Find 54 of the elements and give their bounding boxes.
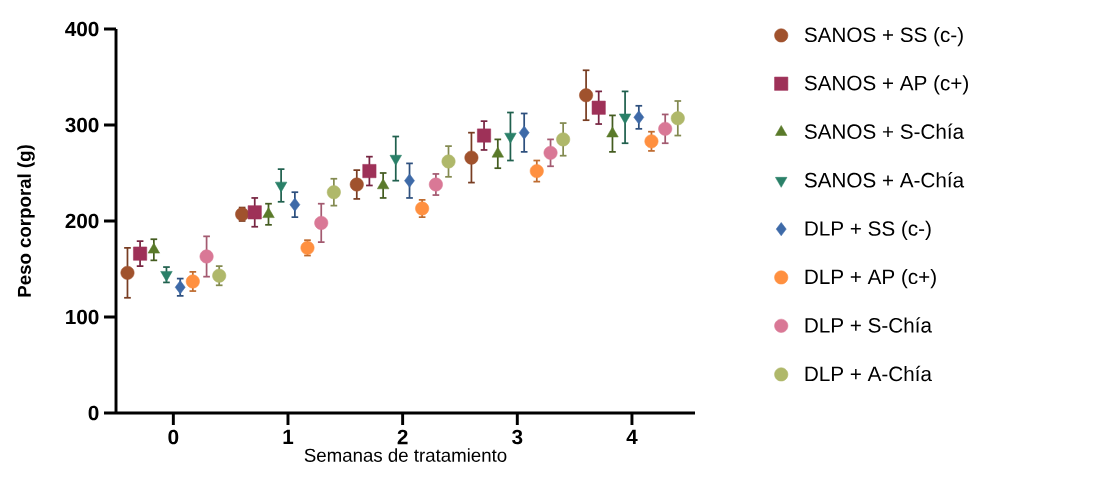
y-tick-label: 100 [66, 309, 99, 325]
point [275, 181, 288, 193]
point [289, 197, 301, 212]
legend-label: DLP + SS (c-) [805, 220, 931, 240]
point [199, 249, 214, 264]
point [314, 215, 329, 230]
point [670, 111, 685, 126]
legend-label: DLP + S-Chía [805, 317, 932, 333]
point [477, 128, 491, 143]
point [262, 207, 275, 218]
legend-label: SANOS + S-Chía [804, 123, 965, 139]
point [504, 132, 517, 144]
point [579, 88, 594, 103]
x-tick-label: 1 [283, 429, 294, 444]
point [362, 164, 377, 179]
legend-label: SANOS + SS (c-) [804, 26, 963, 47]
point [518, 125, 530, 140]
x-axis-title: Semanas de tratamiento [304, 448, 507, 462]
point [326, 185, 341, 200]
point [529, 164, 544, 179]
point [606, 126, 619, 138]
point [147, 242, 160, 254]
x-tick-label: 3 [512, 429, 523, 445]
point [441, 154, 456, 169]
y-tick-label: 300 [65, 117, 99, 133]
point [120, 265, 135, 280]
point [658, 121, 673, 136]
point [377, 178, 390, 190]
y-tick-label: 400 [65, 21, 99, 37]
legend-label: SANOS + A-Chía [804, 172, 965, 188]
point [389, 154, 402, 166]
x-tick-label: 4 [626, 429, 638, 444]
point [644, 134, 659, 149]
point [133, 246, 148, 261]
y-tick-label: 0 [88, 405, 99, 421]
point [428, 177, 443, 192]
legend-label: SANOS + AP (c+) [804, 75, 968, 95]
point [404, 173, 415, 188]
point [491, 146, 504, 158]
legend-label: DLP + AP (c+) [805, 268, 936, 289]
x-tick-label: 2 [397, 429, 408, 445]
x-tick-label: 0 [168, 429, 179, 445]
point [247, 205, 262, 220]
point [633, 110, 645, 125]
point [556, 132, 571, 147]
point [543, 145, 558, 160]
point [349, 177, 364, 192]
legend-label: DLP + A-Chía [805, 365, 932, 382]
y-tick-label: 200 [65, 213, 99, 229]
point [464, 150, 479, 165]
point [591, 100, 606, 115]
y-axis-title: Peso corporal (g) [17, 145, 35, 297]
point [619, 113, 632, 125]
point [212, 268, 227, 283]
